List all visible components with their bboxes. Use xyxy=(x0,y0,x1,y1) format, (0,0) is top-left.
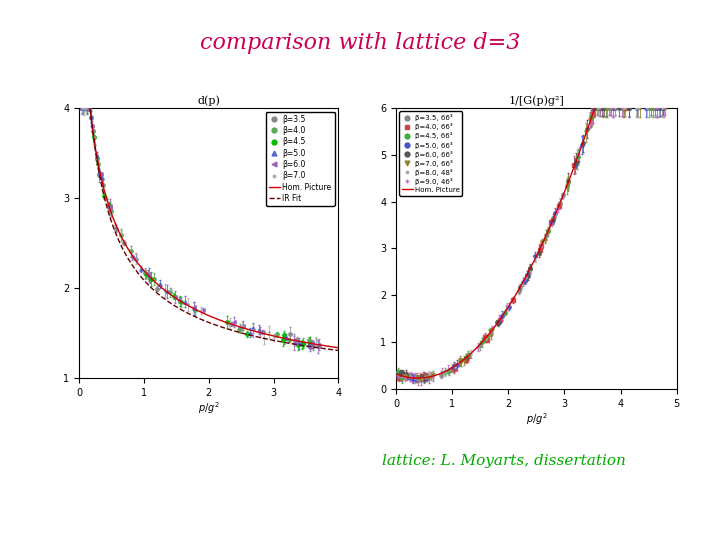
Legend: β=3.5, β=4.0, β=4.5, β=5.0, β=6.0, β=7.0, Hom. Picture, IR Fit: β=3.5, β=4.0, β=4.5, β=5.0, β=6.0, β=7.0… xyxy=(266,112,335,206)
Legend: β=3.5, 66³, β=4.0, 66³, β=4.5, 66³, β=5.0, 66³, β=6.0, 66³, β=7.0, 66³, β=8.0, 4: β=3.5, 66³, β=4.0, 66³, β=4.5, 66³, β=5.… xyxy=(400,111,462,195)
Text: lattice: L. Moyarts, dissertation: lattice: L. Moyarts, dissertation xyxy=(382,454,626,468)
X-axis label: $p/g^2$: $p/g^2$ xyxy=(526,411,547,427)
X-axis label: $p/g^2$: $p/g^2$ xyxy=(198,401,220,416)
Title: d(p): d(p) xyxy=(197,95,220,106)
Title: 1/[G(p)g²]: 1/[G(p)g²] xyxy=(508,95,564,106)
Text: comparison with lattice d=3: comparison with lattice d=3 xyxy=(200,32,520,55)
